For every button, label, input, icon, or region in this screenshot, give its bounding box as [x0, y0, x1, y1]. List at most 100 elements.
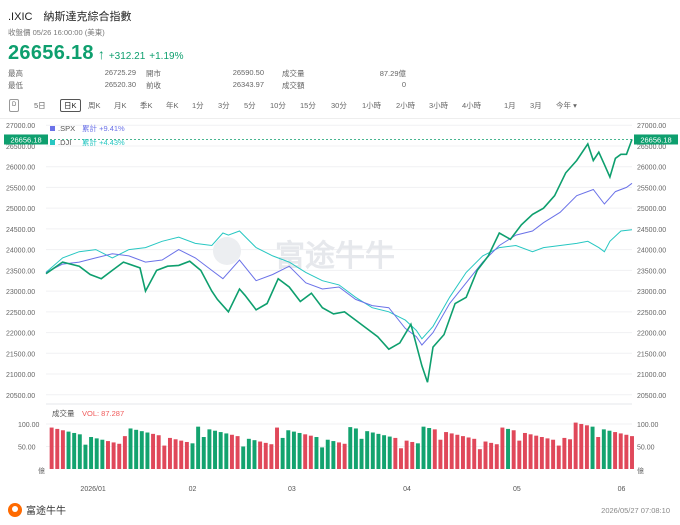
volume-bar — [134, 429, 139, 469]
tab-15min[interactable]: 15分 — [300, 101, 316, 110]
stat-high: 最高 — [8, 68, 23, 79]
volume-bar — [151, 433, 156, 469]
volume-bar — [66, 431, 71, 469]
brand-name: 富途牛牛 — [26, 506, 66, 517]
volume-bar — [314, 437, 319, 469]
volume-bar — [235, 436, 240, 469]
y-tick-label: 21000.00 — [6, 372, 35, 379]
tab-ytd[interactable]: 今年 ▾ — [554, 99, 579, 112]
y-tick-label-right: 25500.00 — [637, 185, 666, 192]
legend-swatch-spx — [50, 126, 55, 131]
volume-bar — [359, 438, 364, 469]
stat-open-value: 26590.50 — [232, 68, 264, 77]
tab-1min[interactable]: 1分 — [192, 101, 204, 110]
watermark-text: 富途牛牛 — [275, 239, 395, 273]
tab-monthly[interactable]: 月K — [114, 101, 127, 110]
y-tick-label: 22500.00 — [6, 310, 35, 317]
series-line-ixic — [45, 139, 633, 383]
volume-bar — [483, 441, 488, 469]
tab-3min[interactable]: 3分 — [218, 101, 230, 110]
volume-bar — [196, 426, 201, 469]
index-name: 納斯達克綜合指數 — [43, 11, 132, 23]
price-row: 26656.18 ↑ +312.21 +1.19% — [8, 42, 183, 65]
x-tick-label: 05 — [513, 486, 521, 493]
tab-30min[interactable]: 30分 — [331, 101, 347, 110]
tab-10min[interactable]: 10分 — [270, 101, 286, 110]
tab-2h[interactable]: 2小時 — [396, 101, 416, 110]
price-tag-right — [634, 134, 678, 145]
volume-bar — [618, 433, 623, 469]
volume-bar — [404, 440, 409, 469]
tab-1month[interactable]: 1月 — [504, 101, 516, 110]
symbol: .IXIC — [8, 11, 33, 23]
volume-bar — [263, 442, 268, 469]
volume-bar — [89, 437, 94, 469]
volume-bar — [568, 439, 572, 469]
volume-bar — [55, 428, 60, 469]
tab-5min[interactable]: 5分 — [244, 101, 256, 110]
tab-4h[interactable]: 4小時 — [462, 101, 482, 110]
y-tick-label: 27000.00 — [6, 123, 35, 130]
series-line-spx — [45, 182, 633, 346]
tab-quarterly[interactable]: 季K — [140, 101, 153, 110]
volume-unit: 億 — [38, 466, 45, 475]
stat-vol: 成交量 — [282, 68, 305, 79]
y-tick-label-right: 20500.00 — [637, 393, 666, 400]
watermark-logo-icon — [213, 237, 241, 265]
volume-bar — [286, 430, 291, 469]
tab-daily[interactable]: 日K — [60, 99, 81, 112]
futu-logo-icon — [8, 502, 22, 517]
price-chart[interactable]: 富途牛牛 27000.00 26500.00 26000.00 25500.00 250… — [0, 119, 680, 499]
y-tick-label: 25500.00 — [6, 185, 35, 192]
y-tick-label-right: 22000.00 — [637, 331, 666, 338]
y-tick-label: 26500.00 — [6, 144, 35, 151]
volume-bar — [584, 425, 589, 469]
volume-bar — [190, 443, 195, 469]
volume-bar — [337, 442, 341, 469]
volume-bar — [167, 437, 172, 469]
stat-prev-label: 前收 — [146, 81, 161, 90]
y-tick-label: 20500.00 — [6, 393, 35, 400]
tab-5d[interactable]: 5日 — [34, 101, 46, 110]
y-axis-left: 27000.00 26500.00 26000.00 25500.00 25000.00… — [6, 123, 35, 400]
price-change: +312.21 — [108, 51, 146, 62]
volume-bar — [275, 427, 279, 469]
volume-bar — [427, 428, 432, 469]
volume-bar — [258, 441, 263, 469]
y-tick-label-right: 25000.00 — [637, 206, 666, 213]
volume-bar — [100, 439, 105, 469]
tab-3month[interactable]: 3月 — [530, 101, 542, 110]
volume-bar — [122, 436, 127, 469]
volume-bar — [415, 443, 420, 469]
volume-bar — [624, 434, 629, 469]
volume-bar — [528, 434, 533, 469]
y-tick-label-right: 24000.00 — [637, 248, 666, 255]
y-tick-label: 26000.00 — [6, 165, 35, 172]
tab-3h[interactable]: 3小時 — [429, 101, 449, 110]
volume-bar — [455, 434, 460, 469]
tab-1h[interactable]: 1小時 — [362, 101, 382, 110]
tab-weekly[interactable]: 周K — [88, 101, 101, 110]
y-tick-label: 25000.00 — [6, 206, 35, 213]
volume-bar — [522, 432, 527, 469]
volume-bar — [393, 437, 398, 469]
volume-bar — [83, 444, 88, 469]
layout-icon[interactable]: D — [9, 99, 20, 112]
volume-bar — [280, 437, 285, 469]
footer-brand: 富途牛牛 — [8, 502, 66, 517]
volume-bar — [601, 429, 606, 469]
price-tags: 26656.18 26656.18 — [4, 134, 678, 145]
stat-amt-value: 0 — [401, 80, 406, 89]
volume-bar — [511, 430, 516, 469]
volume-bar — [184, 441, 189, 469]
y-tick-label-right: 27000.00 — [637, 123, 666, 130]
status-line: 收盤價 05/26 16:00:00 (美東) — [8, 28, 105, 37]
volume-bar — [111, 442, 116, 469]
tab-yearly[interactable]: 年K — [166, 101, 179, 110]
volume-bar — [269, 444, 274, 469]
legend-swatch-dji — [50, 140, 55, 145]
price-tag-left — [4, 134, 48, 145]
y-tick-label: 24500.00 — [6, 227, 35, 234]
volume-bar — [506, 428, 511, 469]
volume-bar — [590, 426, 595, 469]
